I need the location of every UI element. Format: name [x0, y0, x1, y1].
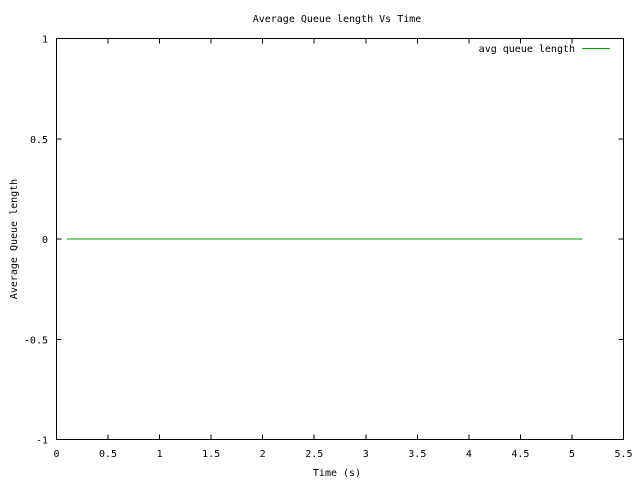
x-tick-label: 1: [157, 449, 163, 460]
y-tick-label: 1: [42, 35, 48, 46]
y-tick-label: 0: [42, 235, 48, 246]
legend-label-avg-queue-length: avg queue length: [479, 44, 575, 55]
y-tick-label: -1: [36, 436, 48, 447]
x-axis: 0 0.5 1 1.5 2 2.5 3 3.5 4 4.5 5 5.5: [53, 38, 633, 460]
x-tick-label: 5.5: [614, 449, 632, 460]
x-tick-label: 0: [53, 449, 59, 460]
x-tick-label: 3.5: [408, 449, 426, 460]
y-axis: 1 0.5 0 -0.5 -1: [24, 35, 624, 447]
y-tick-label: 0.5: [30, 135, 48, 146]
x-tick-label: 5: [569, 449, 575, 460]
chart-title: Average Queue length Vs Time: [253, 14, 422, 25]
x-tick-label: 2: [260, 449, 266, 460]
x-tick-label: 4: [466, 449, 472, 460]
legend: avg queue length: [479, 44, 610, 55]
x-tick-label: 1.5: [202, 449, 220, 460]
x-tick-label: 3: [363, 449, 369, 460]
y-axis-label: Average Queue length: [9, 179, 20, 299]
x-tick-label: 0.5: [99, 449, 117, 460]
x-tick-label: 4.5: [511, 449, 529, 460]
x-axis-label: Time (s): [313, 468, 361, 479]
x-tick-label: 2.5: [305, 449, 323, 460]
y-tick-label: -0.5: [24, 335, 48, 346]
